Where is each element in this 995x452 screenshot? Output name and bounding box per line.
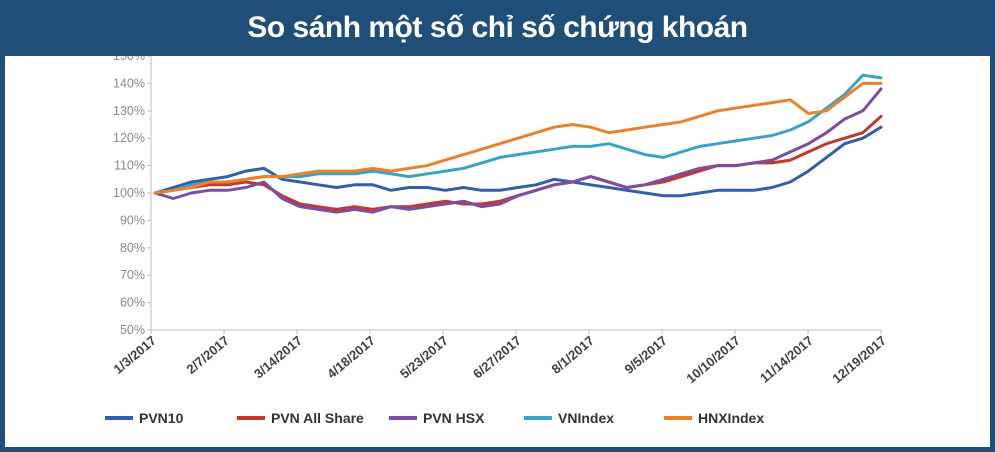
x-tick-label: 9/5/2017	[622, 333, 670, 377]
y-tick-label: 100%	[113, 186, 145, 200]
x-tick-label: 12/19/2017	[829, 333, 888, 386]
x-tick-label: 4/18/2017	[324, 333, 378, 382]
x-tick-label: 3/14/2017	[251, 333, 305, 382]
legend-label-pvn-all-share: PVN All Share	[271, 410, 364, 426]
series-line-pvn-hsx	[153, 87, 883, 214]
x-tick-label: 11/14/2017	[757, 333, 816, 386]
page-title: So sánh một số chỉ số chứng khoán	[247, 11, 748, 44]
x-tick-label: 2/7/2017	[184, 333, 232, 377]
y-tick-label: 110%	[114, 159, 145, 173]
legend-label-vnindex: VNIndex	[558, 410, 614, 426]
y-tick-label: 140%	[113, 76, 145, 90]
legend-label-pvn-hsx: PVN HSX	[423, 410, 485, 426]
y-tick-label: 60%	[120, 296, 145, 310]
x-tick-label: 10/10/2017	[683, 333, 742, 386]
x-tick-label: 1/3/2017	[111, 333, 159, 377]
y-tick-label: 120%	[113, 131, 145, 145]
x-tick-label: 8/1/2017	[549, 333, 597, 377]
series-line-hnxindex	[153, 81, 883, 195]
x-tick-label: 5/23/2017	[397, 333, 451, 382]
y-tick-label: 150%	[113, 56, 145, 63]
chart-panel: 50% 60% 70% 80% 90% 100% 110% 120% 130% 140% 150% 1…	[5, 56, 990, 447]
line-chart: 50% 60% 70% 80% 90% 100% 110% 120% 130% 140% 150% 1…	[105, 56, 889, 426]
x-tick-label: 6/27/2017	[470, 333, 524, 382]
y-tick-label: 50%	[120, 323, 145, 337]
y-tick-label: 70%	[120, 268, 145, 282]
y-tick-label: 80%	[120, 241, 145, 255]
y-tick-label: 90%	[120, 213, 145, 227]
legend-label-pvn10: PVN10	[139, 410, 184, 426]
y-tick-label: 130%	[113, 104, 145, 118]
legend-label-hnxindex: HNXIndex	[698, 410, 764, 426]
